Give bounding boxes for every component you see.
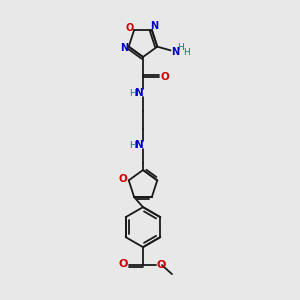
Text: O: O	[118, 259, 128, 269]
Text: H: H	[177, 43, 184, 52]
Text: O: O	[125, 23, 133, 33]
Text: N: N	[120, 43, 128, 52]
Text: N: N	[135, 88, 143, 98]
Text: H: H	[130, 88, 136, 98]
Text: N: N	[135, 140, 143, 150]
Text: O: O	[160, 72, 169, 82]
Text: N: N	[150, 21, 158, 31]
Text: O: O	[156, 260, 166, 270]
Text: O: O	[118, 174, 127, 184]
Text: H: H	[130, 140, 136, 149]
Text: H: H	[183, 48, 190, 57]
Text: N: N	[171, 47, 179, 57]
